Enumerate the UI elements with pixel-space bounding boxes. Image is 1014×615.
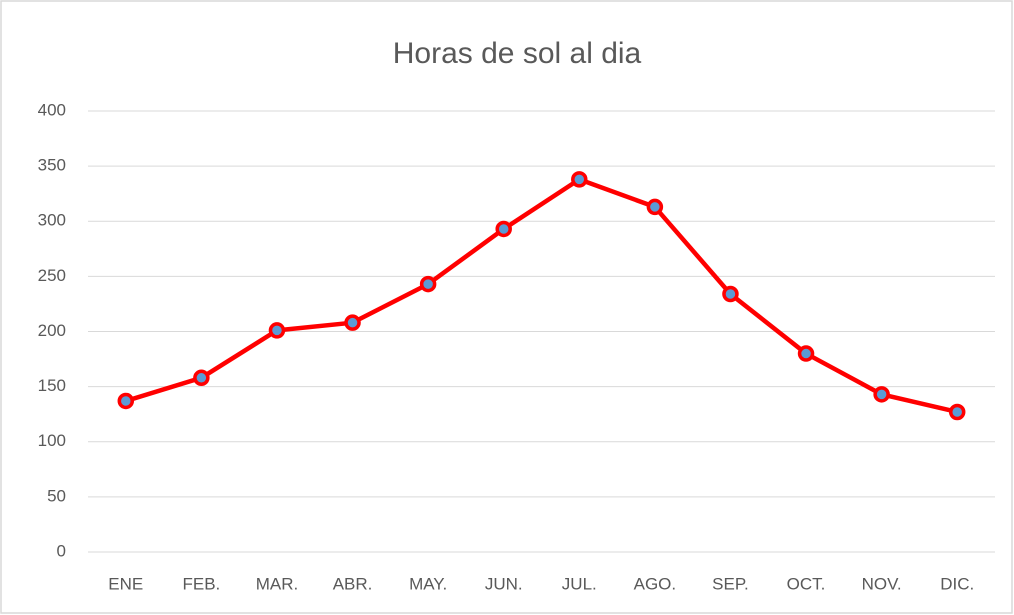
y-tick-label: 300 <box>38 211 66 230</box>
data-point <box>873 386 890 403</box>
chart-title: Horas de sol al dia <box>393 37 642 70</box>
data-point <box>419 275 437 293</box>
data-point <box>268 322 286 339</box>
data-point <box>948 403 966 421</box>
x-tick-label: ABR. <box>333 574 373 593</box>
x-tick-label: DIC. <box>940 574 974 593</box>
data-line <box>125 177 958 415</box>
y-tick-label: 50 <box>47 486 66 505</box>
data-point <box>344 314 361 331</box>
x-tick-label: AGO. <box>634 574 677 593</box>
data-point <box>797 345 815 362</box>
x-tick-label: NOV. <box>862 574 902 593</box>
x-tick-label: SEP. <box>712 574 749 593</box>
x-tick-label: JUN. <box>485 574 523 593</box>
data-point <box>495 220 512 238</box>
y-tick-label: 250 <box>38 266 66 285</box>
x-tick-label: OCT. <box>787 574 826 593</box>
x-tick-label: MAY. <box>409 574 447 593</box>
y-tick-label: 200 <box>38 321 66 340</box>
y-tick-label: 350 <box>38 156 66 175</box>
y-tick-label: 150 <box>38 376 66 395</box>
x-tick-label: FEB. <box>182 574 220 593</box>
y-tick-label: 100 <box>38 431 66 450</box>
x-tick-label: MAR. <box>256 574 299 593</box>
x-tick-label: ENE <box>108 574 143 593</box>
data-point <box>646 198 664 216</box>
y-tick-label: 400 <box>38 100 66 119</box>
data-point <box>193 369 210 387</box>
data-point <box>571 171 588 188</box>
data-point <box>117 392 135 410</box>
y-tick-label: 0 <box>57 541 66 560</box>
x-tick-label: JUL. <box>562 574 597 593</box>
data-point <box>722 285 739 303</box>
